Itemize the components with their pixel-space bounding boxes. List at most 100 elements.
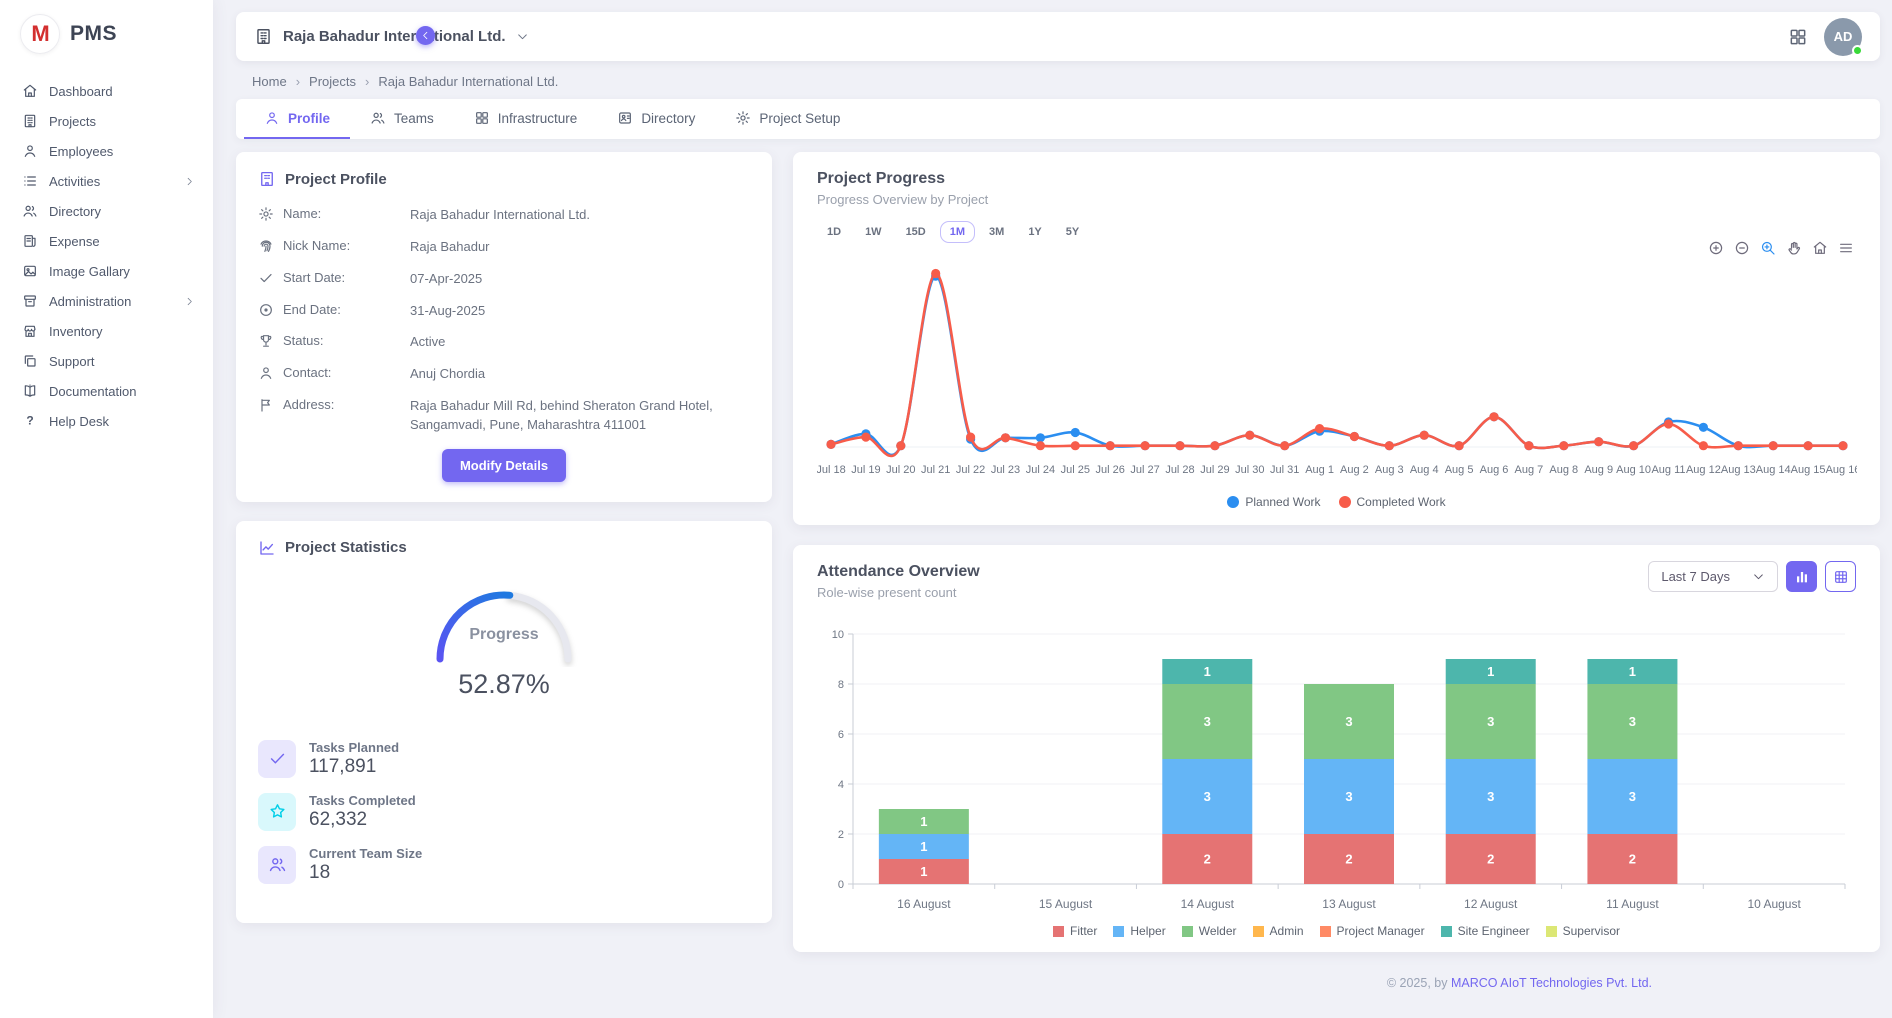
svg-text:Jul 28: Jul 28	[1165, 464, 1194, 476]
zoom-in-icon[interactable]	[1708, 240, 1724, 256]
sidebar-item-support[interactable]: Support	[0, 346, 213, 376]
legend-item-completed-work[interactable]: Completed Work	[1339, 495, 1446, 509]
field-value: Raja Bahadur Mill Rd, behind Sheraton Gr…	[410, 397, 742, 435]
building-icon	[22, 113, 38, 129]
legend-item-supervisor[interactable]: Supervisor	[1546, 924, 1620, 938]
menu-icon[interactable]	[1838, 240, 1854, 256]
field-value: Raja Bahadur	[410, 238, 490, 257]
svg-text:3: 3	[1204, 714, 1211, 729]
svg-text:1: 1	[1204, 664, 1211, 679]
sidebar-item-employees[interactable]: Employees	[0, 136, 213, 166]
project-progress-card: Project Progress Progress Overview by Pr…	[793, 152, 1880, 525]
project-progress-subtitle: Progress Overview by Project	[817, 192, 1856, 207]
legend-swatch	[1339, 496, 1351, 508]
zoom-out-icon[interactable]	[1734, 240, 1750, 256]
tab-infrastructure[interactable]: Infrastructure	[454, 99, 598, 139]
sidebar-item-inventory[interactable]: Inventory	[0, 316, 213, 346]
sidebar-item-directory[interactable]: Directory	[0, 196, 213, 226]
field-label: Status:	[283, 333, 323, 348]
svg-text:16 August: 16 August	[897, 897, 951, 911]
store-icon	[22, 323, 38, 339]
svg-text:Jul 31: Jul 31	[1270, 464, 1299, 476]
attendance-range-select[interactable]: Last 7 Days	[1648, 561, 1778, 592]
home-icon[interactable]	[1812, 240, 1828, 256]
svg-text:3: 3	[1629, 714, 1636, 729]
online-status-dot	[1852, 45, 1863, 56]
tab-bar: ProfileTeamsInfrastructureDirectory Proje…	[236, 99, 1880, 139]
breadcrumb: Home›Projects›Raja Bahadur International…	[252, 74, 1880, 89]
sidebar-item-image-gallary[interactable]: Image Gallary	[0, 256, 213, 286]
sidebar-item-label: Dashboard	[49, 84, 113, 99]
legend-item-project-manager[interactable]: Project Manager	[1320, 924, 1425, 938]
legend-item-planned-work[interactable]: Planned Work	[1227, 495, 1320, 509]
footer-company-link[interactable]: MARCO AIoT Technologies Pvt. Ltd.	[1451, 976, 1652, 990]
sidebar-item-help-desk[interactable]: ?Help Desk	[0, 406, 213, 436]
sidebar-collapse-button[interactable]	[416, 26, 435, 45]
legend-item-helper[interactable]: Helper	[1113, 924, 1165, 938]
stat-value: 18	[309, 862, 422, 884]
sidebar-item-documentation[interactable]: Documentation	[0, 376, 213, 406]
sidebar-item-label: Projects	[49, 114, 96, 129]
pan-icon[interactable]	[1786, 240, 1802, 256]
tab-teams[interactable]: Teams	[350, 99, 454, 139]
range-button-1d[interactable]: 1D	[817, 221, 851, 243]
sidebar-item-activities[interactable]: Activities	[0, 166, 213, 196]
selection-zoom-icon[interactable]	[1760, 240, 1776, 256]
legend-item-admin[interactable]: Admin	[1253, 924, 1304, 938]
range-button-3m[interactable]: 3M	[979, 221, 1014, 243]
range-button-1m[interactable]: 1M	[940, 221, 975, 243]
app-logo[interactable]: M PMS	[0, 0, 213, 70]
legend-item-fitter[interactable]: Fitter	[1053, 924, 1097, 938]
range-button-1w[interactable]: 1W	[855, 221, 892, 243]
table-grid-icon	[1833, 569, 1849, 585]
sidebar-item-dashboard[interactable]: Dashboard	[0, 76, 213, 106]
tab-directory[interactable]: Directory	[597, 99, 715, 139]
profile-field-end-date: End Date:31-Aug-2025	[258, 302, 750, 321]
field-label: Address:	[283, 397, 334, 412]
idcard-icon	[617, 110, 633, 126]
modify-details-button[interactable]: Modify Details	[442, 449, 566, 482]
apps-grid-button[interactable]	[1788, 27, 1808, 47]
svg-text:Aug 4: Aug 4	[1410, 464, 1439, 476]
line-chart-legend: Planned Work Completed Work	[817, 495, 1856, 509]
sidebar-item-administration[interactable]: Administration	[0, 286, 213, 316]
sidebar-item-label: Activities	[49, 174, 100, 189]
sidebar-item-expense[interactable]: Expense	[0, 226, 213, 256]
user-avatar[interactable]: AD	[1824, 18, 1862, 56]
legend-swatch	[1113, 926, 1124, 937]
legend-item-welder[interactable]: Welder	[1182, 924, 1237, 938]
company-selector[interactable]: Raja Bahadur International Ltd.	[254, 27, 529, 46]
top-header: Raja Bahadur International Ltd. AD	[236, 12, 1880, 61]
svg-text:Jul 24: Jul 24	[1026, 464, 1055, 476]
check-icon	[258, 740, 296, 778]
svg-text:3: 3	[1487, 714, 1494, 729]
gear-icon	[258, 206, 274, 222]
tab-profile[interactable]: Profile	[244, 99, 350, 139]
range-button-5y[interactable]: 5Y	[1056, 221, 1089, 243]
tab-label: Project Setup	[759, 111, 840, 126]
stat-label: Tasks Planned	[309, 740, 399, 755]
legend-item-site-engineer[interactable]: Site Engineer	[1441, 924, 1530, 938]
breadcrumb-item-projects[interactable]: Projects	[309, 74, 356, 89]
table-view-button[interactable]	[1825, 561, 1856, 592]
legend-label: Completed Work	[1357, 495, 1446, 509]
field-label: Start Date:	[283, 270, 345, 285]
sidebar: M PMS Dashboard Projects Employees Activiti…	[0, 0, 213, 1018]
legend-label: Site Engineer	[1458, 924, 1530, 938]
tab-project-setup[interactable]: Project Setup	[715, 99, 860, 139]
range-buttons: 1D1W15D1M3M1Y5Y	[817, 221, 1856, 243]
svg-text:13 August: 13 August	[1322, 897, 1376, 911]
breadcrumb-item-home[interactable]: Home	[252, 74, 287, 89]
range-button-15d[interactable]: 15D	[896, 221, 936, 243]
attendance-overview-card: Attendance Overview Role-wise present co…	[793, 545, 1880, 952]
bar-view-button[interactable]	[1786, 561, 1817, 592]
brand-logo-icon: M	[20, 14, 60, 54]
svg-text:Aug 15: Aug 15	[1791, 464, 1826, 476]
svg-text:Aug 3: Aug 3	[1375, 464, 1404, 476]
sidebar-item-projects[interactable]: Projects	[0, 106, 213, 136]
svg-text:Jul 19: Jul 19	[851, 464, 880, 476]
svg-text:3: 3	[1629, 789, 1636, 804]
sidebar-item-label: Help Desk	[49, 414, 109, 429]
range-button-1y[interactable]: 1Y	[1018, 221, 1051, 243]
gear-icon	[735, 110, 751, 126]
